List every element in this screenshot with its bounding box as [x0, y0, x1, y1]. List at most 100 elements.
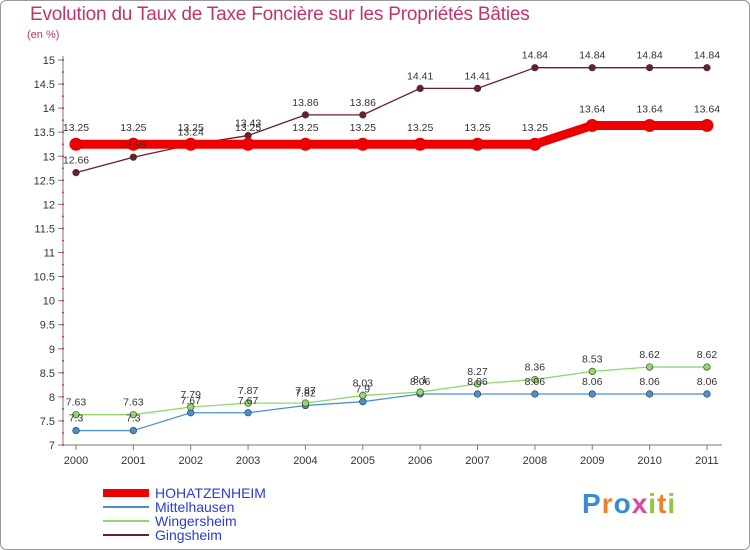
data-label-hohatzenheim: 13.25: [292, 122, 318, 134]
data-label-gingsheim: 13.86: [292, 97, 318, 109]
y-axis-dot: [62, 323, 64, 326]
y-axis-dot: [62, 299, 64, 302]
data-point-wingersheim: [531, 375, 539, 384]
y-axis-dot: [62, 143, 64, 146]
series-line-wingersheim: [75, 366, 708, 416]
legend-item-wingersheim: Wingersheim: [103, 514, 266, 528]
y-axis-dot: [62, 119, 64, 122]
data-label-gingsheim: 14.84: [522, 50, 548, 62]
data-point-hohatzenheim: [643, 118, 657, 132]
y-axis-dot: [62, 203, 64, 206]
data-label-wingersheim: 8.62: [639, 349, 660, 361]
y-axis-dot: [62, 347, 64, 350]
legend-label-hohatzenheim: HOHATZENHEIM: [155, 485, 266, 501]
data-label-mittelhausen: 8.06: [410, 376, 431, 388]
data-label-hohatzenheim: 13.64: [636, 103, 662, 115]
y-tick-label: 13.5: [34, 127, 55, 139]
y-tick-label: 11.5: [34, 223, 55, 235]
data-label-gingsheim: 14.84: [694, 50, 720, 62]
chart-title: Evolution du Taux de Taxe Foncière sur l…: [30, 4, 530, 25]
data-point-wingersheim: [301, 399, 310, 407]
legend-item-mittelhausen: Mittelhausen: [103, 500, 266, 514]
x-tick-label: 2001: [121, 455, 145, 467]
data-point-gingsheim: [588, 64, 596, 72]
data-point-hohatzenheim: [528, 137, 542, 151]
data-label-wingersheim: 8.03: [353, 377, 374, 389]
data-point-wingersheim: [473, 380, 482, 388]
x-tick-label: 2003: [236, 455, 260, 467]
y-axis-dot: [62, 191, 64, 194]
y-axis-dot: [62, 215, 64, 218]
legend-label-wingersheim: Wingersheim: [155, 513, 237, 529]
data-label-gingsheim: 14.41: [464, 70, 490, 82]
data-label-hohatzenheim: 13.25: [464, 122, 490, 134]
data-label-mittelhausen: 7.3: [69, 413, 84, 425]
y-tick-label: 10.5: [34, 272, 55, 284]
data-point-mittelhausen: [588, 390, 596, 398]
legend-label-gingsheim: Gingsheim: [155, 527, 222, 543]
data-point-mittelhausen: [129, 426, 137, 435]
data-label-hohatzenheim: 13.25: [235, 122, 261, 134]
data-label-gingsheim: 13.43: [235, 118, 261, 130]
data-label-mittelhausen: 7.67: [238, 395, 259, 407]
y-tick-label: 15: [43, 55, 55, 67]
x-tick-label: 2000: [64, 455, 88, 467]
data-label-mittelhausen: 7.9: [355, 384, 370, 396]
x-tick-label: 2005: [351, 455, 375, 467]
y-tick-label: 8: [49, 392, 55, 404]
data-point-gingsheim: [645, 64, 654, 72]
y-axis-dot: [62, 251, 64, 254]
data-point-gingsheim: [416, 84, 424, 92]
data-point-wingersheim: [72, 411, 80, 419]
data-label-gingsheim: 13.24: [178, 127, 204, 139]
y-tick-label: 12: [43, 199, 55, 211]
x-tick-label: 2011: [695, 455, 719, 467]
x-tick-label: 2006: [408, 455, 432, 467]
x-tick-label: 2008: [523, 455, 547, 467]
data-label-mittelhausen: 7.67: [181, 395, 202, 407]
y-tick-label: 14.5: [34, 79, 55, 91]
y-axis-dot: [62, 71, 64, 73]
y-tick-label: 11: [44, 248, 55, 260]
data-label-wingersheim: 7.63: [66, 397, 87, 409]
data-point-gingsheim: [72, 169, 80, 177]
y-axis-dot: [62, 359, 64, 362]
data-point-mittelhausen: [645, 390, 654, 398]
data-label-hohatzenheim: 13.25: [350, 122, 376, 134]
data-label-wingersheim: 8.36: [525, 362, 546, 374]
data-point-mittelhausen: [531, 390, 539, 398]
data-point-wingersheim: [416, 388, 424, 396]
y-axis-dot: [62, 432, 64, 434]
y-axis-dot: [62, 263, 64, 266]
y-axis-dot: [62, 275, 64, 278]
x-tick-label: 2002: [178, 455, 202, 467]
data-label-mittelhausen: 8.06: [525, 376, 546, 388]
x-tick-label: 2010: [637, 455, 661, 467]
y-tick-label: 13: [43, 151, 55, 163]
unit-note: (en %): [27, 29, 60, 41]
data-point-wingersheim: [588, 367, 596, 375]
data-label-wingersheim: 7.87: [295, 385, 316, 397]
data-label-gingsheim: 14.84: [579, 50, 605, 62]
data-point-hohatzenheim: [126, 137, 140, 151]
data-label-mittelhausen: 8.06: [467, 376, 488, 388]
data-label-hohatzenheim: 13.25: [178, 122, 204, 134]
y-axis-dot: [62, 95, 64, 97]
data-label-wingersheim: 8.53: [582, 353, 603, 365]
data-point-wingersheim: [359, 391, 367, 400]
data-point-gingsheim: [359, 111, 367, 119]
data-label-mittelhausen: 8.06: [697, 376, 718, 388]
series-line-mittelhausen: [75, 393, 708, 432]
data-point-gingsheim: [473, 84, 482, 92]
series-line-gingsheim: [75, 67, 708, 174]
data-point-gingsheim: [703, 64, 711, 72]
legend-item-hohatzenheim: HOHATZENHEIM: [103, 486, 266, 500]
y-axis-dot: [62, 131, 64, 134]
data-label-gingsheim: 14.84: [636, 50, 662, 62]
data-point-mittelhausen: [72, 426, 80, 435]
data-label-hohatzenheim: 13.25: [63, 122, 89, 134]
y-axis-dot: [62, 83, 64, 85]
data-point-hohatzenheim: [241, 137, 255, 151]
y-axis-dot: [62, 383, 64, 386]
